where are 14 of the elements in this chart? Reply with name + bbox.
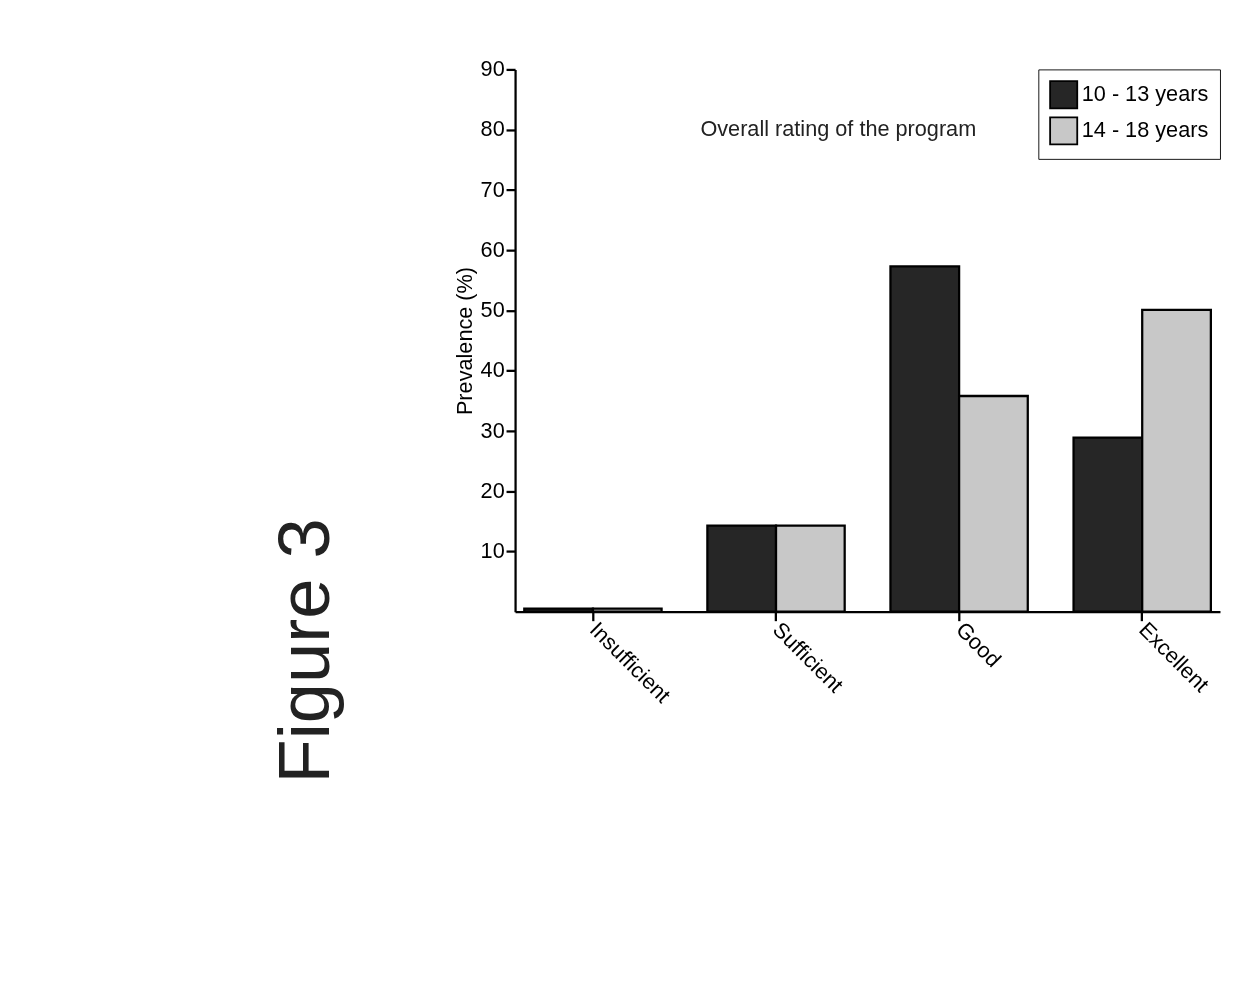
annotation: Overall rating of the program — [700, 116, 977, 142]
y-tick-label: 90 — [480, 56, 505, 82]
y-tick-label: 80 — [480, 116, 505, 142]
y-tick-label: 40 — [480, 357, 505, 383]
y-tick-label: 60 — [480, 236, 505, 262]
caption: Figure 3 — [263, 518, 344, 784]
legend-label: 10 - 13 years — [1081, 81, 1209, 107]
y-tick-label: 70 — [480, 176, 505, 202]
y-tick-label: 50 — [480, 297, 505, 323]
y-tick-label: 20 — [480, 477, 505, 503]
y-tick-label: 10 — [480, 538, 505, 564]
y-tick-label: 30 — [480, 417, 505, 443]
y-axis-title: Prevalence (%) — [452, 266, 478, 416]
legend-label: 14 - 18 years — [1081, 117, 1209, 143]
